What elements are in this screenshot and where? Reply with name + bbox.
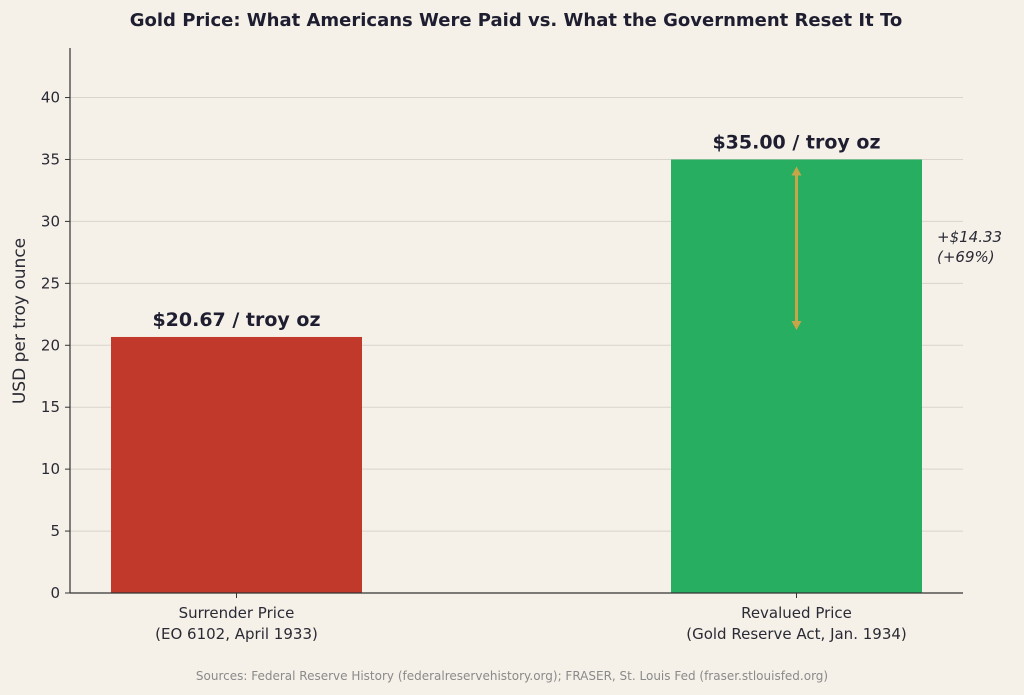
y-tick-label: 10 [41,460,60,478]
difference-annotation: +$14.33 [937,228,1002,246]
y-tick-label: 30 [41,212,60,230]
y-tick-label: 5 [50,522,60,540]
data-label: $20.67 / troy oz [152,309,320,331]
arrow-head-down [791,320,802,330]
source-note: Sources: Federal Reserve History (federa… [196,669,828,683]
y-axis-label: USD per troy ounce [10,238,30,404]
difference-annotation: (+69%) [937,248,995,266]
x-tick-label: (Gold Reserve Act, Jan. 1934) [686,625,907,643]
bar [111,336,362,593]
y-tick-label: 25 [41,274,60,292]
x-tick-label: Revalued Price [741,604,852,622]
data-label: $35.00 / troy oz [712,131,880,153]
bars: $20.67 / troy oz $35.00 / troy oz +$14.33 (… [111,131,1002,593]
y-tick-label: 20 [41,336,60,354]
arrow-head-up [791,166,802,176]
x-tick-label: Surrender Price [179,604,295,622]
y-tick-label: 0 [50,584,60,602]
y-tick-label: 35 [41,150,60,168]
y-tick-label: 15 [41,398,60,416]
chart-title: Gold Price: What Americans Were Paid vs.… [130,10,902,31]
axes: 0 5 10 15 20 25 30 35 40 Surrender Price (EO 6102,… [41,48,963,643]
y-tick-label: 40 [41,89,60,107]
x-tick-label: (EO 6102, April 1933) [155,625,318,643]
